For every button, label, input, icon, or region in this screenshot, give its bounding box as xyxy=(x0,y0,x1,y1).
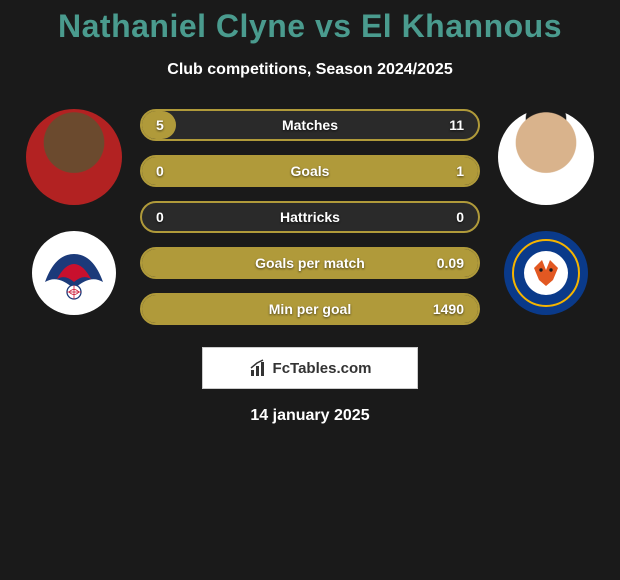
date-label: 14 january 2025 xyxy=(250,407,369,425)
stat-label: Hattricks xyxy=(280,209,340,225)
stat-value-right: 0 xyxy=(456,209,464,225)
left-column xyxy=(26,109,122,315)
stat-value-right: 0.09 xyxy=(437,255,464,271)
stat-value-right: 11 xyxy=(449,117,464,133)
stat-value-right: 1490 xyxy=(433,301,464,317)
stats-column: 5 Matches 11 0 Goals 1 0 Hattricks 0 Goals per ma… xyxy=(140,109,480,325)
subtitle: Club competitions, Season 2024/2025 xyxy=(167,61,452,79)
stat-value-right: 1 xyxy=(456,163,464,179)
club-right-badge xyxy=(504,231,588,315)
fox-icon xyxy=(507,234,585,312)
stat-label: Goals xyxy=(291,163,330,179)
player-left-avatar xyxy=(26,109,122,205)
stat-value-left: 0 xyxy=(156,163,164,179)
brand-box[interactable]: FcTables.com xyxy=(202,347,418,389)
stat-value-left: 0 xyxy=(156,209,164,225)
stat-row: Min per goal 1490 xyxy=(140,293,480,325)
right-column xyxy=(498,109,594,315)
page-title: Nathaniel Clyne vs El Khannous xyxy=(58,8,562,45)
stat-row: 0 Goals 1 xyxy=(140,155,480,187)
stat-row: 5 Matches 11 xyxy=(140,109,480,141)
player-right-avatar xyxy=(498,109,594,205)
stat-label: Goals per match xyxy=(255,255,365,271)
stat-value-left: 5 xyxy=(156,117,164,133)
stat-label: Min per goal xyxy=(269,301,351,317)
stat-label: Matches xyxy=(282,117,338,133)
brand-text: FcTables.com xyxy=(273,360,372,377)
chart-icon xyxy=(249,358,269,378)
club-left-badge xyxy=(32,231,116,315)
stat-row: Goals per match 0.09 xyxy=(140,247,480,279)
eagle-icon xyxy=(35,234,113,312)
stat-row: 0 Hattricks 0 xyxy=(140,201,480,233)
comparison-card: Nathaniel Clyne vs El Khannous Club comp… xyxy=(0,0,620,425)
main-row: 5 Matches 11 0 Goals 1 0 Hattricks 0 Goals per ma… xyxy=(0,109,620,325)
